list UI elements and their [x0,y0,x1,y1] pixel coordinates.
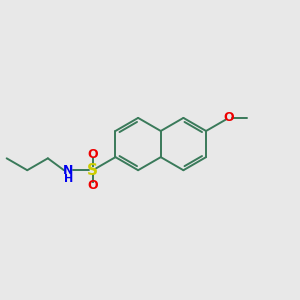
Text: S: S [87,163,98,178]
Text: H: H [64,173,73,184]
Text: N: N [63,164,74,177]
Text: O: O [224,111,234,124]
Text: O: O [88,148,98,161]
Text: O: O [88,179,98,192]
